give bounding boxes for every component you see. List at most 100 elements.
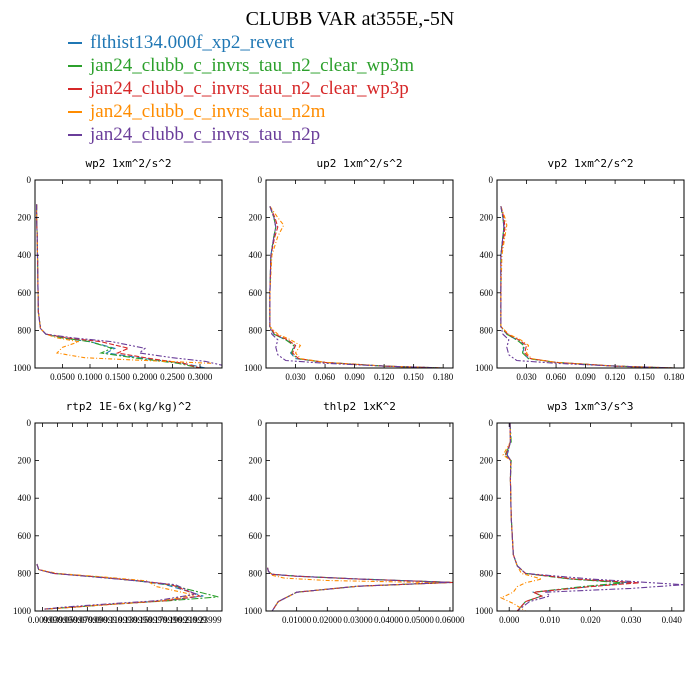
panel-6: wp3 1xm^3/s^3 0 200 400 600 800 1000 0.000 0.010… bbox=[475, 400, 685, 625]
series-line bbox=[266, 567, 453, 611]
series-line bbox=[36, 563, 202, 610]
panel-title: rtp2 1E-6x(kg/kg)^2 bbox=[66, 400, 192, 413]
panel-title: thlp2 1xK^2 bbox=[323, 400, 396, 413]
plot-frame bbox=[496, 179, 685, 369]
x-tick-label: 0.0500 bbox=[50, 372, 75, 382]
panel-2: up2 1xm^2/s^2 0 200 400 600 800 1000 0.030 0.060… bbox=[244, 157, 454, 382]
y-tick-label: 400 bbox=[480, 250, 494, 260]
x-tick-label: 0.02000 bbox=[313, 615, 343, 625]
x-tick-label: 0.06000 bbox=[435, 615, 465, 625]
panel-title: vp2 1xm^2/s^2 bbox=[547, 157, 633, 170]
y-tick-label: 600 bbox=[480, 288, 494, 298]
panel-title: wp2 1xm^2/s^2 bbox=[85, 157, 171, 170]
y-tick-label: 0 bbox=[489, 418, 494, 428]
y-tick-label: 1000 bbox=[244, 606, 263, 616]
y-tick-label: 0 bbox=[27, 418, 32, 428]
x-tick-label: 0.23999 bbox=[192, 615, 222, 625]
y-tick-label: 1000 bbox=[475, 363, 494, 373]
x-tick-label: 0.040 bbox=[662, 615, 683, 625]
series-line bbox=[266, 567, 453, 611]
series-line bbox=[504, 423, 624, 611]
series-group bbox=[36, 563, 219, 610]
x-tick-label: 0.150 bbox=[635, 372, 656, 382]
legend-label: flthist134.000f_xp2_revert bbox=[90, 32, 295, 53]
legend-swatch-icon bbox=[68, 133, 82, 136]
legend-label: jan24_clubb_c_invrs_tau_n2_clear_wp3p bbox=[90, 78, 409, 99]
series-line bbox=[269, 206, 444, 368]
x-tick-label: 0.09999 bbox=[88, 615, 118, 625]
legend-item: jan24_clubb_c_invrs_tau_n2p bbox=[68, 123, 414, 146]
y-tick-label: 600 bbox=[18, 531, 32, 541]
legend-swatch-icon bbox=[68, 41, 82, 44]
series-line bbox=[269, 205, 444, 368]
x-tick-label: 0.060 bbox=[546, 372, 567, 382]
plot-frame bbox=[265, 179, 454, 369]
legend-item: flthist134.000f_xp2_revert bbox=[68, 31, 414, 54]
y-tick-label: 600 bbox=[249, 531, 263, 541]
x-tick-label: 0.000 bbox=[499, 615, 520, 625]
y-tick-label: 400 bbox=[249, 250, 263, 260]
x-tick-label: 0.150 bbox=[404, 372, 425, 382]
series-line bbox=[500, 206, 675, 368]
x-tick-label: 0.010 bbox=[540, 615, 561, 625]
panel-title: up2 1xm^2/s^2 bbox=[316, 157, 402, 170]
y-tick-label: 1000 bbox=[475, 606, 494, 616]
y-tick-label: 600 bbox=[18, 288, 32, 298]
y-tick-label: 0 bbox=[489, 175, 494, 185]
x-tick-label: 0.3000 bbox=[188, 372, 213, 382]
series-line bbox=[36, 204, 206, 368]
panel-3: vp2 1xm^2/s^2 0 200 400 600 800 1000 0.030 0.060… bbox=[475, 157, 685, 382]
x-tick-label: 0.04000 bbox=[374, 615, 404, 625]
series-line bbox=[266, 567, 444, 611]
plot-frame bbox=[265, 422, 454, 612]
x-tick-label: 0.01000 bbox=[282, 615, 312, 625]
series-group bbox=[36, 204, 222, 368]
x-tick-label: 0.15999 bbox=[133, 615, 163, 625]
legend-item: jan24_clubb_c_invrs_tau_n2_clear_wp3m bbox=[68, 54, 414, 77]
series-group bbox=[500, 206, 675, 368]
series-line bbox=[36, 563, 195, 610]
x-tick-label: 0.03999 bbox=[43, 615, 73, 625]
x-tick-label: 0.030 bbox=[621, 615, 642, 625]
x-tick-label: 0.11999 bbox=[103, 615, 132, 625]
series-line bbox=[506, 423, 684, 611]
series-line bbox=[36, 204, 222, 366]
series-group bbox=[499, 423, 684, 611]
y-tick-label: 400 bbox=[18, 493, 32, 503]
series-line bbox=[499, 423, 542, 611]
legend: flthist134.000f_xp2_revert jan24_clubb_c… bbox=[68, 31, 414, 146]
x-tick-label: 0.21999 bbox=[177, 615, 207, 625]
y-tick-label: 1000 bbox=[13, 606, 32, 616]
x-tick-label: 0.2500 bbox=[160, 372, 185, 382]
plot-frame bbox=[496, 422, 685, 612]
x-tick-label: 0.2000 bbox=[133, 372, 158, 382]
y-tick-label: 200 bbox=[18, 213, 32, 223]
panel-5: thlp2 1xK^2 0 200 400 600 800 1000 0.01000 0.020… bbox=[244, 400, 465, 625]
legend-swatch-icon bbox=[68, 110, 82, 113]
x-tick-label: 0.060 bbox=[315, 372, 336, 382]
y-tick-label: 800 bbox=[480, 568, 494, 578]
series-line bbox=[266, 567, 453, 611]
y-tick-label: 400 bbox=[249, 493, 263, 503]
y-tick-label: 200 bbox=[480, 213, 494, 223]
series-line bbox=[266, 567, 450, 611]
x-tick-label: 0.030 bbox=[516, 372, 537, 382]
panel-1: wp2 1xm^2/s^2 0 200 400 600 800 1000 0.0500 0.10… bbox=[13, 157, 223, 382]
figure-title: CLUBB VAR at355E,-5N bbox=[245, 8, 455, 30]
legend-swatch-icon bbox=[68, 87, 82, 90]
y-tick-label: 200 bbox=[480, 456, 494, 466]
y-tick-label: 200 bbox=[18, 456, 32, 466]
y-tick-label: 0 bbox=[27, 175, 32, 185]
panel-4: rtp2 1E-6x(kg/kg)^2 0 200 400 600 800 10000.00… bbox=[13, 400, 223, 625]
x-tick-label: 0.19999 bbox=[162, 615, 192, 625]
x-tick-label: 0.07999 bbox=[73, 615, 103, 625]
y-tick-label: 200 bbox=[249, 213, 263, 223]
y-tick-label: 0 bbox=[258, 418, 263, 428]
x-tick-label: 0.090 bbox=[344, 372, 365, 382]
y-tick-label: 800 bbox=[18, 568, 32, 578]
x-tick-label: 0.120 bbox=[605, 372, 626, 382]
x-tick-label: 0.180 bbox=[664, 372, 685, 382]
x-tick-label: 0.020 bbox=[580, 615, 601, 625]
series-group bbox=[269, 205, 444, 368]
panel-title: wp3 1xm^3/s^3 bbox=[547, 400, 633, 413]
